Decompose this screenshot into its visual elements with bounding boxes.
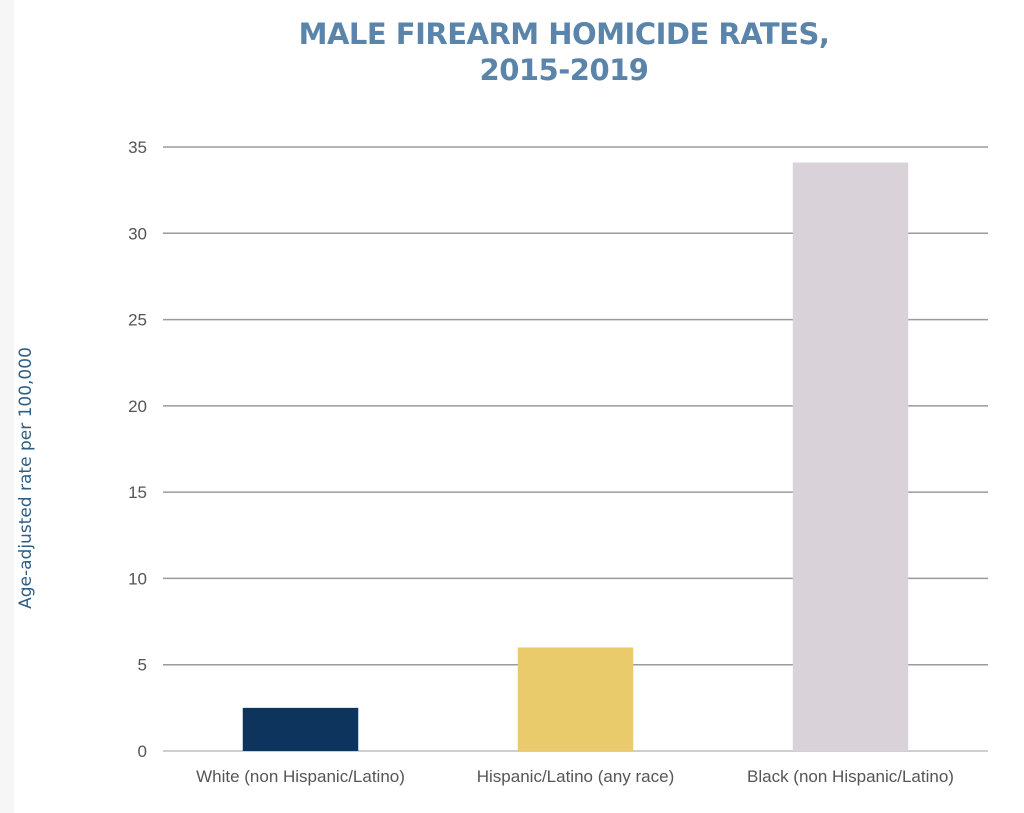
y-tick-label: 30 bbox=[128, 224, 147, 243]
bar bbox=[792, 162, 909, 751]
bar bbox=[517, 647, 634, 751]
y-tick-label: 25 bbox=[128, 311, 147, 330]
x-axis-category-labels: White (non Hispanic/Latino) Hispanic/Lati… bbox=[196, 767, 954, 786]
y-tick-label: 0 bbox=[138, 742, 147, 761]
y-axis-ticks: 0 5 10 15 20 25 30 35 bbox=[128, 138, 147, 761]
y-tick-label: 5 bbox=[138, 656, 147, 675]
bar bbox=[242, 707, 359, 751]
y-tick-label: 10 bbox=[128, 569, 147, 588]
y-tick-label: 35 bbox=[128, 138, 147, 157]
x-category-label: White (non Hispanic/Latino) bbox=[196, 767, 405, 786]
bars bbox=[242, 162, 909, 751]
y-axis-title: Age-adjusted rate per 100,000 bbox=[16, 347, 36, 609]
y-tick-label: 20 bbox=[128, 397, 147, 416]
x-category-label: Hispanic/Latino (any race) bbox=[477, 767, 674, 786]
chart-title: MALE FIREARM HOMICIDE RATES, 2015-2019 bbox=[230, 16, 898, 88]
x-category-label: Black (non Hispanic/Latino) bbox=[747, 767, 954, 786]
chart-title-line-1: MALE FIREARM HOMICIDE RATES, bbox=[298, 17, 830, 51]
y-tick-label: 15 bbox=[128, 483, 147, 502]
chart-title-line-2: 2015-2019 bbox=[479, 53, 649, 87]
left-margin-strip bbox=[0, 0, 14, 813]
